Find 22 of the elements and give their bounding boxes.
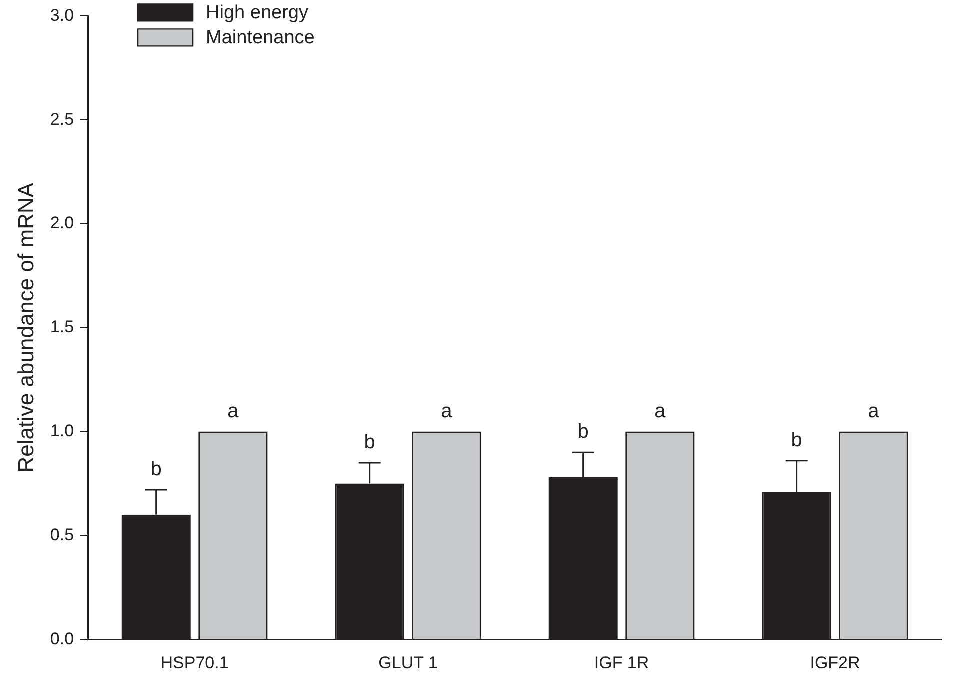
y-tick-label: 2.0 bbox=[50, 214, 74, 233]
data-label: a bbox=[868, 400, 880, 422]
x-tick-label: IGF2R bbox=[810, 653, 860, 672]
data-label: a bbox=[441, 400, 454, 422]
y-tick-label: 3.0 bbox=[50, 6, 74, 25]
data-label: b bbox=[578, 421, 589, 444]
data-label: b bbox=[364, 431, 376, 454]
data-label: b bbox=[150, 458, 162, 480]
x-tick-label: HSP70.1 bbox=[160, 653, 229, 672]
data-label: a bbox=[228, 400, 240, 422]
y-tick-label: 1.0 bbox=[50, 421, 74, 440]
legend-label: Maintenance bbox=[206, 27, 315, 48]
y-tick-label: 0.0 bbox=[50, 629, 74, 648]
y-axis-title: Relative abundance of mRNA bbox=[13, 182, 38, 473]
x-tick-label: GLUT 1 bbox=[378, 653, 438, 672]
y-tick-label: 0.5 bbox=[50, 525, 74, 544]
data-label: a bbox=[654, 400, 667, 422]
y-tick-label: 2.5 bbox=[50, 110, 74, 129]
data-label: b bbox=[791, 429, 802, 452]
x-tick-label: IGF 1R bbox=[594, 653, 650, 672]
y-tick-label: 1.5 bbox=[50, 318, 74, 337]
legend-label: High energy bbox=[206, 2, 309, 24]
